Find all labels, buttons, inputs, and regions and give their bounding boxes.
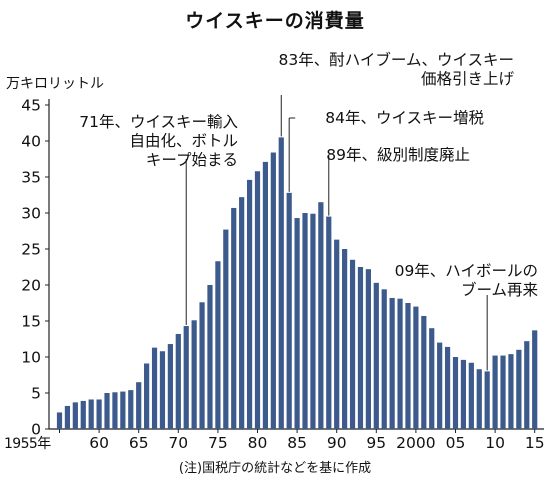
x-tick-label: 1955年 xyxy=(4,436,51,452)
bar-1975 xyxy=(215,261,221,429)
bar-1982 xyxy=(270,152,276,429)
bar-1996 xyxy=(381,289,387,429)
bar-2013 xyxy=(516,349,522,429)
bar-1978 xyxy=(239,197,245,429)
bar-1969 xyxy=(167,344,173,429)
y-tick-label: 30 xyxy=(21,205,41,223)
bar-2005 xyxy=(452,357,459,429)
bar-1990 xyxy=(334,239,340,429)
bar-1955 xyxy=(56,412,63,429)
bar-2004 xyxy=(444,346,451,429)
bar-2010 xyxy=(492,355,498,429)
bar-1985 xyxy=(294,218,300,429)
bar-2015 xyxy=(532,330,538,429)
bar-1986 xyxy=(302,213,308,429)
bar-1962 xyxy=(112,392,118,429)
bar-1998 xyxy=(397,298,403,429)
bar-2006 xyxy=(460,359,467,429)
annotation-1983: 83年、酎ハイブーム、ウイスキー 価格引き上げ xyxy=(278,51,514,88)
bar-1999 xyxy=(405,303,411,429)
bar-2001 xyxy=(421,315,427,429)
x-tick-label: 75 xyxy=(208,434,228,452)
bar-2009 xyxy=(484,371,490,429)
x-tick-label: 70 xyxy=(168,434,188,452)
bar-1956 xyxy=(64,405,71,429)
y-axis-unit-label: 万キロリットル xyxy=(6,76,104,92)
bar-1995 xyxy=(373,282,379,429)
bar-1965 xyxy=(136,382,142,429)
bar-1976 xyxy=(223,229,229,429)
bar-1963 xyxy=(120,391,126,429)
bar-2014 xyxy=(524,341,530,429)
bar-2011 xyxy=(500,355,506,429)
bar-1991 xyxy=(342,249,348,429)
y-tick-label: 0 xyxy=(31,421,41,439)
bar-1981 xyxy=(262,161,269,429)
bar-1984 xyxy=(286,192,292,429)
annotation-1984: 84年、ウイスキー増税 xyxy=(325,109,484,127)
bar-1994 xyxy=(365,269,371,429)
y-tick-label: 10 xyxy=(21,349,41,367)
bar-2000 xyxy=(413,306,419,429)
bar-1980 xyxy=(254,171,261,430)
bar-1961 xyxy=(104,393,110,429)
bar-1997 xyxy=(389,297,395,429)
bar-1960 xyxy=(96,399,102,429)
bar-2008 xyxy=(476,369,482,429)
bar-1967 xyxy=(151,347,158,429)
bar-1973 xyxy=(199,302,205,429)
x-tick-label: 85 xyxy=(287,434,307,452)
y-tick-label: 45 xyxy=(21,97,41,115)
bar-1974 xyxy=(207,285,213,429)
bar-1971 xyxy=(183,326,189,429)
bar-1957 xyxy=(72,402,78,429)
x-tick-label: 2000 xyxy=(396,434,435,452)
x-tick-label: 95 xyxy=(366,434,386,452)
x-tick-label: 10 xyxy=(485,434,505,452)
y-tick-label: 40 xyxy=(21,133,41,151)
y-tick-label: 15 xyxy=(21,313,41,331)
x-tick-label: 15 xyxy=(525,434,545,452)
bar-1977 xyxy=(231,207,237,429)
bar-1972 xyxy=(191,320,197,429)
bar-1964 xyxy=(128,390,134,429)
x-tick-label: 80 xyxy=(248,434,268,452)
source-note: (注)国税庁の統計などを基に作成 xyxy=(178,461,372,476)
bar-1959 xyxy=(88,399,94,429)
bar-1958 xyxy=(80,400,86,429)
bar-1966 xyxy=(144,363,150,429)
bar-2003 xyxy=(437,342,443,429)
bar-1993 xyxy=(357,267,364,429)
x-tick-label: 05 xyxy=(446,434,466,452)
bar-1989 xyxy=(326,216,332,429)
bar-1979 xyxy=(246,179,253,429)
y-tick-label: 5 xyxy=(31,385,41,403)
y-tick-label: 35 xyxy=(21,169,41,187)
annotation-1989: 89年、級別制度廃止 xyxy=(326,146,470,164)
x-tick-label: 60 xyxy=(89,434,109,452)
annotation-2009: 09年、ハイボールの ブーム再来 xyxy=(394,262,538,299)
bar-2007 xyxy=(468,362,474,429)
bar-1983 xyxy=(278,137,284,429)
annotation-1971: 71年、ウイスキー輸入 自由化、ボトル キープ始まる xyxy=(79,113,238,169)
y-tick-label: 20 xyxy=(21,277,41,295)
bar-2002 xyxy=(429,328,435,429)
bar-2012 xyxy=(508,354,514,429)
bar-1992 xyxy=(349,259,356,429)
y-tick-label: 25 xyxy=(21,241,41,259)
bar-1968 xyxy=(159,351,166,429)
x-tick-label: 90 xyxy=(327,434,347,452)
bar-1970 xyxy=(175,333,181,429)
chart-title: ウイスキーの消費量 xyxy=(185,10,365,32)
x-tick-label: 65 xyxy=(129,434,149,452)
bar-1988 xyxy=(318,202,324,429)
bar-1987 xyxy=(310,213,316,429)
